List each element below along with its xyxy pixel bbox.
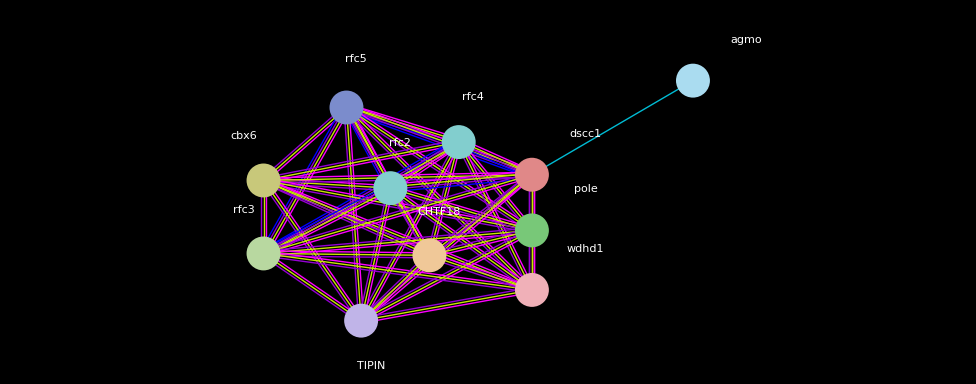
Circle shape bbox=[442, 126, 475, 158]
Text: dscc1: dscc1 bbox=[570, 129, 601, 139]
Text: agmo: agmo bbox=[731, 35, 762, 45]
Text: CHTF18: CHTF18 bbox=[418, 207, 461, 217]
Circle shape bbox=[515, 159, 549, 191]
Circle shape bbox=[345, 305, 378, 337]
Circle shape bbox=[330, 91, 363, 124]
Circle shape bbox=[676, 65, 710, 97]
Circle shape bbox=[413, 239, 446, 271]
Text: rfc2: rfc2 bbox=[389, 138, 411, 148]
Text: pole: pole bbox=[574, 184, 597, 194]
Text: wdhd1: wdhd1 bbox=[567, 244, 604, 254]
Text: TIPIN: TIPIN bbox=[356, 361, 386, 371]
Circle shape bbox=[515, 274, 549, 306]
Circle shape bbox=[515, 214, 549, 247]
Circle shape bbox=[247, 237, 280, 270]
Text: rfc5: rfc5 bbox=[346, 54, 367, 64]
Text: rfc3: rfc3 bbox=[233, 205, 255, 215]
Text: rfc4: rfc4 bbox=[463, 92, 484, 102]
Circle shape bbox=[247, 164, 280, 197]
Text: cbx6: cbx6 bbox=[230, 131, 258, 141]
Circle shape bbox=[374, 172, 407, 204]
